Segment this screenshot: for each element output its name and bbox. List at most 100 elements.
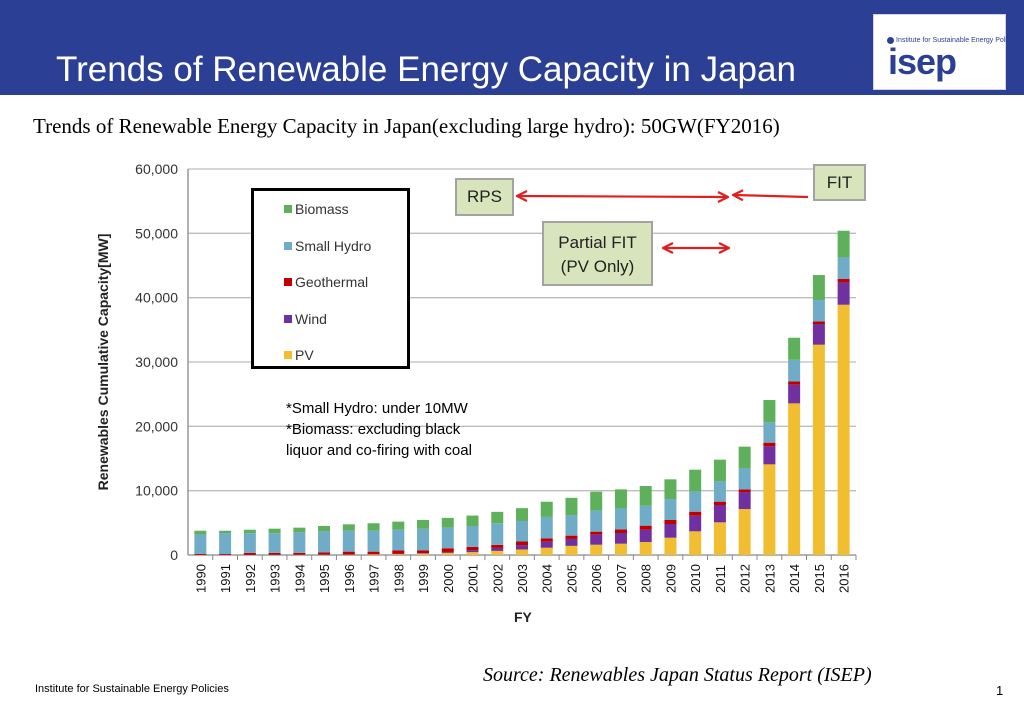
bar-segment-geothermal — [219, 554, 232, 555]
bar-segment-biomass — [738, 446, 751, 469]
bar-segment-small-hydro — [614, 508, 627, 530]
bar-segment-pv — [590, 544, 603, 555]
bar-segment-small-hydro — [441, 527, 454, 549]
bar-segment-small-hydro — [763, 422, 776, 443]
legend-item: Geothermal — [284, 274, 368, 290]
bar-segment-small-hydro — [417, 528, 430, 551]
bar-segment-geothermal — [516, 541, 528, 546]
bar-segment-wind — [614, 532, 627, 544]
bar-segment-wind — [441, 551, 454, 553]
title-bar: Trends of Renewable Energy Capacity in J… — [0, 0, 1024, 95]
bar-segment-wind — [639, 529, 652, 543]
bar-segment-wind — [664, 523, 677, 538]
bar-segment-small-hydro — [268, 533, 281, 553]
bar-segment-biomass — [516, 508, 528, 521]
bar-segment-biomass — [689, 469, 702, 492]
slide-title: Trends of Renewable Energy Capacity in J… — [56, 50, 796, 89]
bar-segment-geothermal — [639, 525, 652, 530]
bar-segment-wind — [466, 550, 479, 553]
partial-fit-line2: (PV Only) — [560, 257, 635, 276]
bar-segment-wind — [788, 384, 801, 404]
bar-segment-biomass — [342, 524, 355, 531]
bar-segment-geothermal — [689, 511, 702, 516]
bar-segment-geothermal — [367, 551, 380, 555]
legend-swatch — [284, 241, 292, 250]
bar-segment-wind — [491, 547, 504, 551]
bar-segment-wind — [565, 538, 578, 546]
x-tick-label: 2004 — [540, 564, 555, 593]
logo-text: isep — [888, 41, 957, 82]
x-tick-label: 2003 — [515, 564, 530, 593]
bar-segment-small-hydro — [293, 532, 306, 553]
bar-segment-biomass — [590, 491, 603, 511]
bar-segment-geothermal — [664, 520, 677, 524]
x-tick-label: 2012 — [738, 564, 753, 593]
rps-label: RPS — [455, 178, 514, 216]
bar-segment-geothermal — [268, 552, 281, 555]
x-tick-label: 1995 — [317, 564, 332, 593]
legend-label: Biomass — [295, 201, 349, 217]
y-tick-label: 30,000 — [135, 354, 178, 370]
x-tick-label: 1994 — [292, 564, 307, 593]
bar-segment-pv — [565, 545, 578, 555]
bar-segment-pv — [812, 344, 825, 555]
page-number: 1 — [996, 683, 1004, 698]
footer-org: Institute for Sustainable Energy Policie… — [35, 683, 229, 695]
bar-segment-geothermal — [491, 544, 504, 548]
bar-segment-pv — [417, 553, 430, 555]
bar-segment-small-hydro — [565, 515, 578, 536]
bar-segment-wind — [738, 492, 751, 510]
bar-segment-wind — [763, 446, 776, 465]
x-tick-label: 2006 — [589, 564, 604, 593]
legend-label: Wind — [295, 310, 327, 327]
bar-segment-small-hydro — [664, 499, 677, 521]
x-axis-title: FY — [514, 609, 533, 625]
bar-segment-biomass — [466, 515, 479, 526]
bar-segment-wind — [516, 545, 528, 550]
y-tick-label: 20,000 — [135, 418, 178, 434]
bar-segment-biomass — [417, 519, 430, 529]
bar-segment-small-hydro — [812, 300, 825, 322]
chart-note: *Small Hydro: under 10MW *Biomass: exclu… — [286, 400, 472, 459]
bar-segment-small-hydro — [194, 534, 207, 555]
bar-segment-wind — [590, 534, 603, 545]
bar-segment-small-hydro — [392, 529, 405, 551]
bar-segment-small-hydro — [219, 533, 232, 555]
bar-segment-geothermal — [713, 501, 726, 506]
bar-segment-biomass — [392, 521, 405, 530]
bar-segment-biomass — [565, 497, 578, 516]
legend-item: Small Hydro — [284, 238, 371, 254]
bar-segment-geothermal — [812, 321, 825, 325]
bar-segment-pv — [763, 464, 776, 555]
x-tick-label: 1998 — [391, 564, 406, 593]
bar-segment-wind — [812, 324, 825, 345]
bar-segment-small-hydro — [243, 533, 256, 553]
bar-segment-geothermal — [565, 535, 578, 539]
bar-segment-geothermal — [243, 552, 256, 555]
bar-segment-biomass — [664, 479, 677, 500]
logo-dot-icon — [887, 37, 894, 44]
bar-segment-biomass — [243, 529, 256, 534]
source-citation: Source: Renewables Japan Status Report (… — [483, 664, 872, 686]
y-tick-label: 60,000 — [135, 161, 178, 177]
bar-segment-pv — [540, 547, 553, 555]
bar-segment-small-hydro — [540, 516, 553, 539]
x-tick-label: 1999 — [416, 564, 431, 593]
bar-segment-pv — [614, 543, 627, 555]
y-tick-label: 0 — [170, 547, 178, 563]
x-tick-label: 2005 — [564, 564, 579, 593]
bar-segment-geothermal — [763, 442, 776, 447]
bar-segment-geothermal — [837, 279, 850, 283]
isep-logo: Institute for Sustainable Energy Policie… — [873, 14, 1019, 90]
bar-segment-small-hydro — [689, 491, 702, 512]
bar-segment-biomass — [268, 528, 281, 534]
bar-segment-biomass — [491, 511, 504, 524]
y-tick-label: 50,000 — [135, 225, 178, 241]
bar-segment-small-hydro — [837, 257, 850, 280]
x-tick-label: 2011 — [713, 565, 728, 593]
bar-segment-wind — [713, 505, 726, 523]
x-tick-label: 2016 — [837, 564, 852, 593]
legend-label: PV — [295, 347, 314, 363]
bar-segment-small-hydro — [516, 520, 528, 542]
